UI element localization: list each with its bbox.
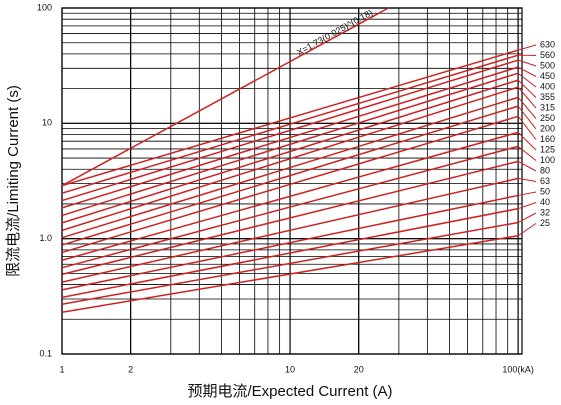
label-leader xyxy=(517,212,537,223)
rating-line xyxy=(61,54,519,194)
series-label: 315 xyxy=(540,102,555,112)
formula-line xyxy=(61,7,389,187)
series-label: 630 xyxy=(540,39,555,49)
rating-line xyxy=(61,131,519,261)
x-tick-label: 2 xyxy=(128,364,133,374)
y-tick-label: 1.0 xyxy=(39,233,52,243)
rating-line xyxy=(61,221,519,305)
series-label: 63 xyxy=(540,176,550,186)
series-label: 80 xyxy=(540,165,550,175)
series-label: 32 xyxy=(540,207,550,217)
label-leader xyxy=(517,116,537,140)
series-label: 160 xyxy=(540,134,555,144)
label-leader xyxy=(517,105,537,130)
series-label: 450 xyxy=(540,71,555,81)
series-label: 50 xyxy=(540,186,550,196)
series-label: 500 xyxy=(540,60,555,70)
x-tick-label: 10 xyxy=(285,364,295,374)
label-leader xyxy=(517,97,537,119)
x-axis-title: 预期电流/Expected Current (A) xyxy=(187,383,392,400)
label-leader xyxy=(517,66,537,77)
series-label: 25 xyxy=(540,218,550,228)
label-leader xyxy=(518,177,537,182)
formula-label: X=1.73(0.025)^(0.18) xyxy=(295,7,374,57)
series-label: 355 xyxy=(540,92,555,102)
rating-line xyxy=(61,115,519,254)
rating-line xyxy=(61,105,519,246)
rating-line xyxy=(61,79,519,224)
rating-line xyxy=(61,207,519,299)
label-leader xyxy=(517,44,537,51)
label-leader xyxy=(517,59,537,67)
label-leader xyxy=(517,132,537,151)
label-leader xyxy=(517,86,537,109)
series-label: 560 xyxy=(540,50,555,60)
label-leader xyxy=(517,79,537,98)
rating-line xyxy=(61,177,519,283)
rating-line xyxy=(61,194,519,291)
rating-line xyxy=(61,235,519,314)
rating-line xyxy=(61,160,519,276)
series-label: 400 xyxy=(540,81,555,91)
rating-line xyxy=(61,145,519,269)
label-leader xyxy=(517,202,537,210)
rating-line xyxy=(61,66,519,209)
label-leader xyxy=(517,146,537,161)
rating-line xyxy=(61,72,519,217)
rating-line xyxy=(61,96,519,239)
series-label: 100 xyxy=(540,155,555,165)
series-label: 40 xyxy=(540,197,550,207)
x-tick-label: 1 xyxy=(59,364,64,374)
y-tick-label: 0.1 xyxy=(39,348,52,358)
label-leader xyxy=(517,72,537,88)
label-leader xyxy=(518,191,537,196)
y-tick-label: 10 xyxy=(42,118,52,128)
series-label: 200 xyxy=(540,123,555,133)
y-axis-title: 限流电流/Limiting Current (s) xyxy=(5,85,22,277)
x-tick-label: 100(kA) xyxy=(502,364,534,374)
label-leader xyxy=(517,223,537,237)
series-label: 250 xyxy=(540,113,555,123)
series-label: 125 xyxy=(540,144,555,154)
rating-line xyxy=(61,59,519,202)
rating-line xyxy=(61,86,519,232)
label-leader xyxy=(517,160,537,172)
x-tick-label: 20 xyxy=(354,364,364,374)
rating-line xyxy=(61,49,519,187)
y-tick-label: 100 xyxy=(37,2,52,12)
